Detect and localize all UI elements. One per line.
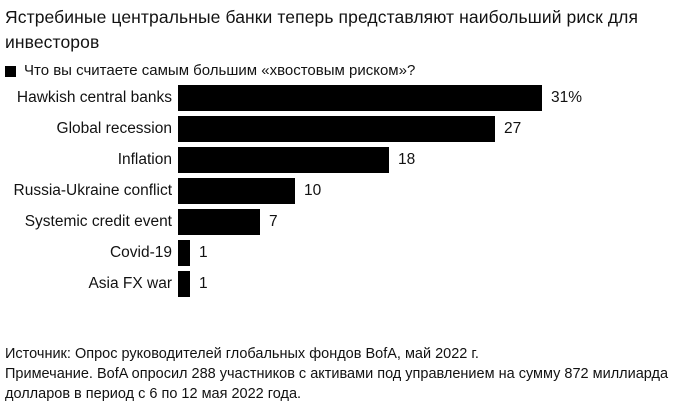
bar-row: Covid-19 1 [5, 240, 680, 266]
chart-title: Ястребиные центральные банки теперь пред… [5, 7, 639, 52]
bar [178, 85, 542, 111]
bar-chart: Hawkish central banks 31% Global recession… [5, 85, 680, 297]
bar-row: Asia FX war 1 [5, 271, 680, 297]
bar-track: 1 [178, 240, 208, 266]
category-label: Asia FX war [88, 275, 172, 292]
bar-row: Inflation 18 [5, 147, 680, 173]
bar-track: 7 [178, 209, 278, 235]
bar-track: 18 [178, 147, 415, 173]
bar-row: Systemic credit event 7 [5, 209, 680, 235]
category-label: Global recession [56, 120, 172, 137]
bar-row: Hawkish central banks 31% [5, 85, 680, 111]
bar [178, 147, 389, 173]
value-label: 7 [269, 213, 278, 230]
bar-track: 27 [178, 116, 521, 142]
bar-row: Russia-Ukraine conflict 10 [5, 178, 680, 204]
bar-track: 10 [178, 178, 321, 204]
value-label: 31% [551, 89, 583, 106]
bar [178, 178, 295, 204]
value-label: 1 [199, 244, 208, 261]
footer: Источник: Опрос руководителей глобальных… [5, 344, 679, 404]
category-label: Inflation [117, 151, 172, 168]
category-label: Hawkish central banks [16, 89, 172, 106]
bar-track: 31% [178, 85, 582, 111]
legend-swatch-icon [5, 65, 16, 77]
bar-track: 1 [178, 271, 208, 297]
category-label: Covid-19 [109, 244, 172, 261]
value-label: 27 [504, 120, 522, 137]
category-label: Systemic credit event [24, 213, 172, 230]
bar [178, 209, 260, 235]
bar [178, 240, 190, 266]
category-label: Russia-Ukraine conflict [13, 182, 173, 199]
legend-label: Что вы считаете самым большим «хвостовым… [24, 62, 416, 79]
source-note: Источник: Опрос руководителей глобальных… [5, 346, 479, 362]
value-label: 10 [304, 182, 322, 199]
value-label: 18 [398, 151, 416, 168]
bar [178, 116, 495, 142]
bar-row: Global recession 27 [5, 116, 680, 142]
value-label: 1 [199, 275, 208, 292]
methodology-note: Примечание. BofA опросил 288 участников … [5, 366, 669, 402]
bar [178, 271, 190, 297]
chart-legend: Что вы считаете самым большим «хвостовым… [5, 62, 680, 80]
